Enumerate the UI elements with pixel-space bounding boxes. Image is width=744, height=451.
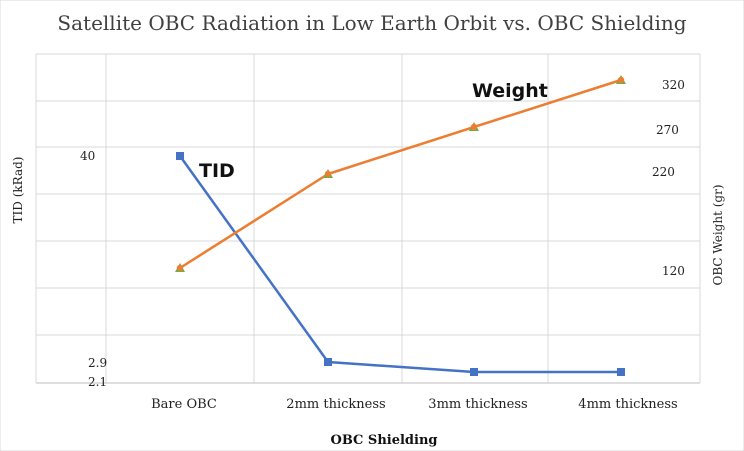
- y2-tick-label: 320: [662, 78, 685, 92]
- y2-tick-label: 270: [656, 123, 679, 137]
- series-line-tid: [178, 155, 621, 374]
- x-category-label: 2mm thickness: [286, 397, 385, 412]
- y-tick-label: 2.1: [88, 375, 107, 389]
- data-point-weight: [470, 123, 478, 131]
- x-category-label: 4mm thickness: [578, 397, 677, 412]
- gridlines: [35, 53, 701, 384]
- y-tick-label: 40: [80, 149, 95, 163]
- y2-tick-label: 120: [662, 264, 685, 278]
- x-axis-title: OBC Shielding: [331, 433, 438, 448]
- data-point-weight: [617, 76, 625, 84]
- y-axis-title: TID (kRad): [11, 157, 25, 224]
- x-category-label: Bare OBC: [151, 397, 217, 412]
- data-point-tid: [176, 152, 184, 160]
- chart-title: Satellite OBC Radiation in Low Earth Orb…: [57, 11, 686, 35]
- y2-axis-title: OBC Weight (gr): [711, 185, 725, 286]
- tid-annotation: TID: [199, 160, 235, 182]
- data-point-weight: [324, 170, 332, 178]
- data-point-tid: [470, 368, 478, 376]
- plot-series: [175, 75, 626, 376]
- data-point-tid: [324, 358, 332, 366]
- data-point-tid: [617, 368, 625, 376]
- series-line-weight: [179, 78, 622, 270]
- y-tick-label: 2.9: [88, 356, 107, 370]
- y2-tick-label: 220: [652, 165, 675, 179]
- data-point-weight: [176, 264, 184, 272]
- weight-annotation: Weight: [472, 80, 548, 102]
- x-category-label: 3mm thickness: [428, 397, 527, 412]
